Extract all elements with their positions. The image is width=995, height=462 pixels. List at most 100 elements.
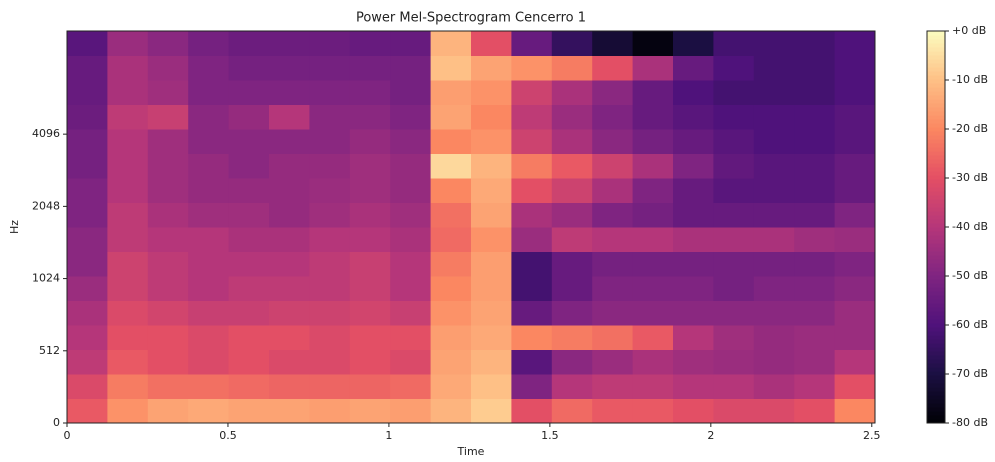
heatmap-cell bbox=[511, 398, 553, 424]
heatmap-cell bbox=[713, 398, 755, 424]
heatmap-cell bbox=[511, 153, 553, 179]
heatmap-cell bbox=[632, 251, 674, 277]
heatmap-cell bbox=[349, 300, 391, 326]
heatmap-cell bbox=[228, 31, 270, 56]
heatmap-cell bbox=[309, 153, 351, 179]
colorbar-swatch bbox=[927, 159, 945, 164]
heatmap-cell bbox=[632, 129, 674, 154]
colorbar-swatch bbox=[927, 139, 945, 144]
heatmap-cell bbox=[349, 227, 391, 252]
colorbar-swatch bbox=[927, 271, 945, 276]
heatmap-cell bbox=[188, 251, 230, 277]
heatmap-cell bbox=[551, 80, 593, 105]
colorbar-swatch bbox=[927, 395, 945, 400]
colorbar-swatch bbox=[927, 267, 945, 272]
heatmap-cell bbox=[269, 349, 310, 375]
heatmap-cell bbox=[794, 398, 836, 424]
heatmap-cell bbox=[67, 374, 108, 399]
heatmap-cell bbox=[551, 398, 593, 424]
heatmap-cell bbox=[673, 251, 714, 277]
colorbar-swatch bbox=[927, 79, 945, 84]
heatmap-cell bbox=[147, 178, 189, 203]
heatmap-cell bbox=[390, 325, 432, 350]
heatmap-cell bbox=[309, 31, 351, 56]
colorbar-swatch bbox=[927, 371, 945, 376]
heatmap-cell bbox=[228, 202, 270, 228]
heatmap-cell bbox=[551, 349, 593, 375]
heatmap-cell bbox=[592, 153, 634, 179]
heatmap-cell bbox=[349, 398, 391, 424]
heatmap-cell bbox=[753, 398, 795, 424]
heatmap-cell bbox=[673, 178, 714, 203]
heatmap-cell bbox=[673, 129, 714, 154]
heatmap-cell bbox=[673, 31, 714, 56]
colorbar-swatch bbox=[927, 39, 945, 44]
heatmap-cell bbox=[592, 202, 634, 228]
heatmap-cell bbox=[269, 104, 310, 130]
heatmap-cell bbox=[713, 31, 755, 56]
heatmap-cell bbox=[390, 276, 432, 301]
heatmap-cell bbox=[67, 276, 108, 301]
heatmap-cell bbox=[269, 251, 310, 277]
heatmap-cell bbox=[107, 251, 149, 277]
heatmap-cell bbox=[430, 55, 472, 81]
colorbar-swatch bbox=[927, 415, 945, 420]
heatmap-cell bbox=[107, 153, 149, 179]
heatmap-cell bbox=[794, 55, 836, 81]
heatmap-cell bbox=[107, 178, 149, 203]
heatmap-cell bbox=[147, 31, 189, 56]
heatmap-cell bbox=[349, 349, 391, 375]
colorbar-swatch bbox=[927, 219, 945, 224]
heatmap-cell bbox=[269, 80, 310, 105]
heatmap-cell bbox=[188, 276, 230, 301]
colorbar-swatch bbox=[927, 375, 945, 380]
heatmap-cell bbox=[107, 55, 149, 81]
colorbar-swatch bbox=[927, 259, 945, 264]
heatmap-cell bbox=[188, 300, 230, 326]
colorbar-swatch bbox=[927, 199, 945, 204]
colorbar-swatch bbox=[927, 143, 945, 148]
heatmap-cell bbox=[673, 55, 714, 81]
heatmap-cell bbox=[188, 325, 230, 350]
colorbar-swatch bbox=[927, 63, 945, 68]
heatmap-cell bbox=[592, 227, 634, 252]
colorbar-swatch bbox=[927, 263, 945, 268]
x-tick-label: 1.5 bbox=[541, 429, 559, 442]
heatmap-cell bbox=[511, 276, 553, 301]
heatmap-cell bbox=[511, 31, 553, 56]
heatmap-cell bbox=[188, 178, 230, 203]
x-tick-label: 2.5 bbox=[863, 429, 881, 442]
heatmap-cell bbox=[147, 251, 189, 277]
colorbar-swatch bbox=[927, 67, 945, 72]
heatmap-cell bbox=[471, 251, 512, 277]
heatmap-cell bbox=[834, 374, 876, 399]
colorbar-swatch bbox=[927, 207, 945, 212]
heatmap-cell bbox=[390, 227, 432, 252]
heatmap-cell bbox=[147, 129, 189, 154]
heatmap-cell bbox=[349, 104, 391, 130]
colorbar-swatch bbox=[927, 83, 945, 88]
heatmap-cell bbox=[673, 104, 714, 130]
heatmap-cell bbox=[673, 276, 714, 301]
colorbar-swatch bbox=[927, 331, 945, 336]
heatmap-cell bbox=[67, 31, 108, 56]
heatmap-cell bbox=[107, 325, 149, 350]
x-axis-label: Time bbox=[457, 445, 485, 458]
heatmap-cell bbox=[228, 104, 270, 130]
heatmap-cell bbox=[834, 227, 876, 252]
heatmap-cell bbox=[592, 325, 634, 350]
heatmap-cell bbox=[834, 325, 876, 350]
colorbar-swatch bbox=[927, 407, 945, 412]
heatmap-cell bbox=[107, 227, 149, 252]
heatmap-cell bbox=[228, 129, 270, 154]
heatmap-cell bbox=[551, 276, 593, 301]
colorbar-tick-label: -20 dB bbox=[952, 122, 988, 135]
heatmap-cell bbox=[147, 104, 189, 130]
colorbar-swatch bbox=[927, 363, 945, 368]
heatmap-cell bbox=[430, 325, 472, 350]
heatmap-cell bbox=[67, 398, 108, 424]
heatmap-cell bbox=[67, 227, 108, 252]
heatmap-cell bbox=[673, 227, 714, 252]
heatmap-cell bbox=[147, 153, 189, 179]
x-tick-label: 2 bbox=[707, 429, 714, 442]
